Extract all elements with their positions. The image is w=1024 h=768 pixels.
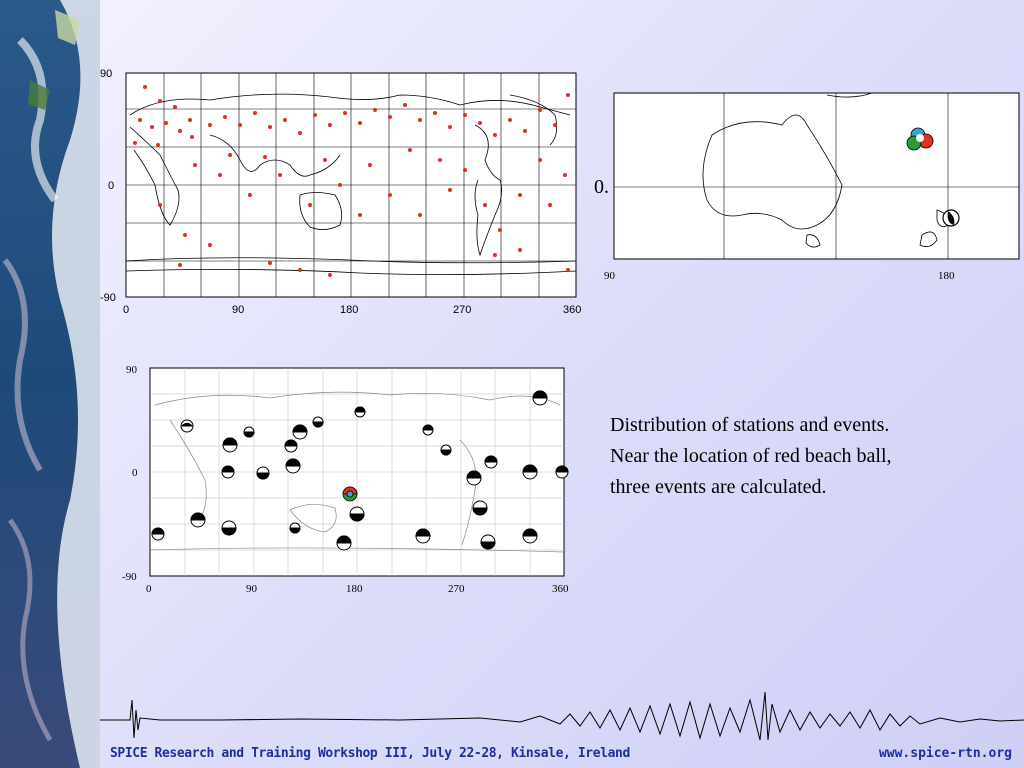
coastlines (125, 93, 577, 275)
events-x-tick-180: 180 (346, 583, 363, 595)
y-tick-90: 90 (100, 68, 112, 80)
zoom-map: 0. 90 180 (594, 92, 1020, 282)
y-tick-0: 0 (108, 180, 114, 192)
caption: Distribution of stations and events. Nea… (610, 410, 1010, 503)
zoom-grid (614, 93, 1019, 259)
x-tick-0: 0 (123, 304, 129, 316)
x-tick-360: 360 (563, 304, 581, 316)
footer-workshop-text: SPICE Research and Training Workshop III… (110, 746, 630, 761)
highlighted-red-beach-ball (342, 486, 358, 502)
events-x-tick-360: 360 (552, 583, 569, 595)
x-tick-270: 270 (453, 304, 471, 316)
seismogram-trace (100, 691, 1024, 741)
events-map: 90 0 -90 0 90 180 270 360 (122, 364, 569, 595)
events-y-tick-90: 90 (126, 364, 138, 376)
beach-ball-nz (942, 209, 960, 227)
x-tick-180: 180 (340, 304, 358, 316)
stations-map: 90 0 -90 0 90 180 270 360 (100, 68, 581, 316)
events-x-tick-270: 270 (448, 583, 465, 595)
events-coastlines (149, 391, 565, 553)
x-tick-90: 90 (232, 304, 244, 316)
events-x-tick-90: 90 (246, 583, 258, 595)
zoom-y-label: 0. (594, 176, 609, 198)
caption-line-3: three events are calculated. (610, 476, 827, 498)
y-tick-minus90: -90 (100, 292, 116, 304)
caption-line-1: Distribution of stations and events. (610, 414, 890, 436)
events-y-tick-minus90: -90 (122, 571, 137, 583)
caption-line-2: Near the location of red beach ball, (610, 445, 892, 467)
earth-image-strip (0, 0, 100, 768)
event-beach-balls (151, 390, 569, 551)
footer-website-link[interactable]: www.spice-rtn.org (878, 746, 1012, 761)
zoom-x-tick-180: 180 (938, 270, 955, 282)
events-x-tick-0: 0 (146, 583, 152, 595)
station-markers (133, 85, 570, 277)
beach-ball-cluster (906, 127, 934, 151)
events-y-tick-0: 0 (132, 467, 138, 479)
zoom-x-tick-90: 90 (604, 270, 616, 282)
